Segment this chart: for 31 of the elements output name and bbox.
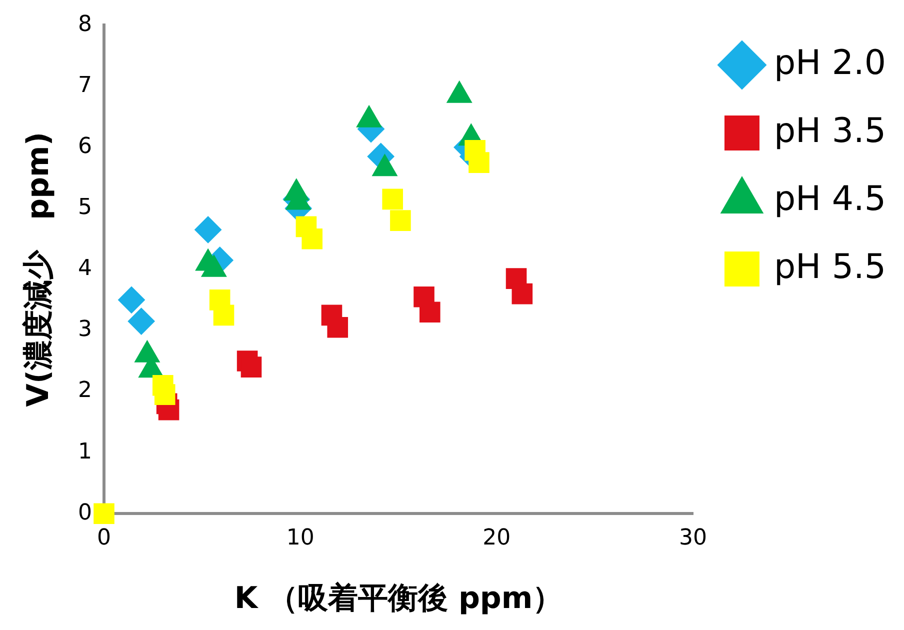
point — [194, 216, 222, 244]
point — [94, 503, 114, 524]
point — [240, 356, 262, 378]
x-tick-label: 30 — [678, 526, 707, 551]
legend-label: pH 5.5 — [774, 246, 886, 287]
legend-label: pH 2.0 — [774, 42, 886, 83]
point — [302, 228, 322, 250]
y-tick-label: 7 — [78, 72, 92, 98]
point — [213, 304, 234, 326]
x-tick-label: 20 — [482, 526, 511, 551]
y-tick-label: 5 — [78, 195, 92, 220]
x-tick-label: 0 — [96, 526, 111, 551]
point — [420, 302, 440, 323]
y-axis-title: V(濃度減少 ppm) — [20, 132, 56, 407]
y-tick-label: 0 — [78, 500, 92, 526]
x-tick-label: 10 — [286, 526, 314, 551]
y-tick-label: 8 — [78, 12, 92, 37]
point — [128, 308, 155, 335]
y-tick-label: 2 — [78, 378, 92, 404]
point — [390, 210, 411, 231]
legend-label: pH 4.5 — [774, 178, 886, 219]
x-axis-title: K （吸着平衡後 ppm） — [234, 580, 563, 616]
y-tick-label: 6 — [78, 134, 92, 160]
point — [512, 283, 533, 304]
y-tick-label: 4 — [78, 256, 92, 282]
y-tick-label: 3 — [78, 317, 92, 342]
y-tick-label: 1 — [78, 439, 92, 464]
legend-label: pH 3.5 — [774, 110, 886, 151]
point — [118, 286, 145, 314]
point — [382, 188, 403, 210]
point — [327, 317, 348, 338]
